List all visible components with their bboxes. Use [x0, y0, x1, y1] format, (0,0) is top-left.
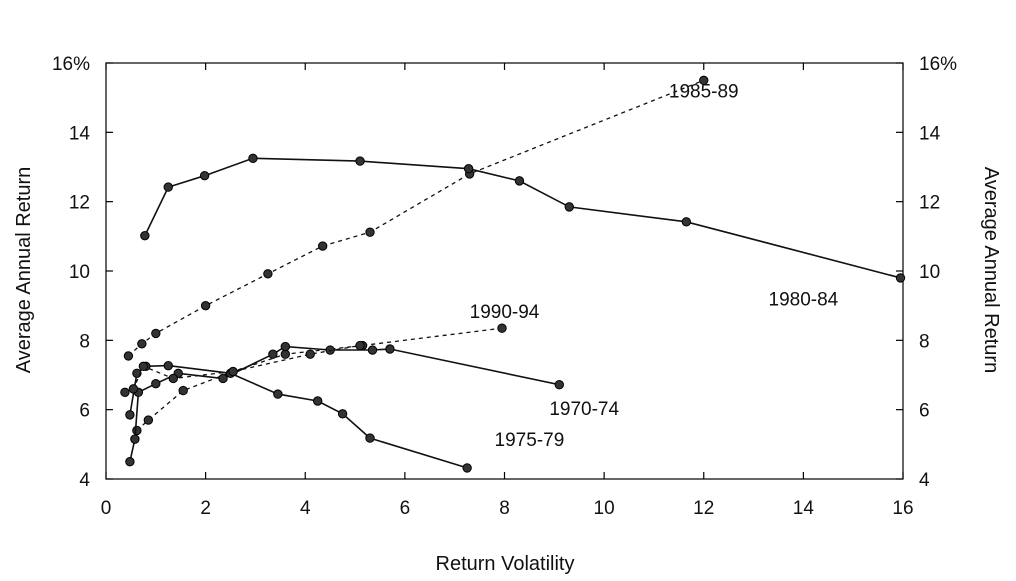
- data-point: [385, 344, 395, 354]
- data-point: [130, 434, 140, 444]
- series: [125, 341, 564, 467]
- y-tick-label-right: 4: [919, 470, 930, 491]
- data-point: [681, 217, 692, 227]
- data-point: [365, 227, 375, 237]
- data-point: [199, 170, 210, 181]
- data-point: [463, 164, 474, 174]
- x-tick-label: 12: [693, 498, 714, 519]
- axes: [105, 62, 904, 480]
- data-point: [137, 339, 147, 349]
- data-point: [132, 368, 142, 378]
- series-line: [129, 364, 468, 469]
- ticks: 0 2 4 6 8 10 12 14 16 4 4 6 6 8 8 10 10 12 12 14 14 16% 16%: [52, 54, 957, 519]
- plot-frame: [105, 62, 904, 480]
- data-point: [280, 341, 291, 352]
- data-point: [367, 345, 378, 355]
- series: [120, 340, 365, 398]
- data-point: [337, 409, 348, 419]
- y-axis-title-right: Average Annual Return: [980, 167, 1002, 373]
- data-point: [120, 387, 130, 398]
- y-tick-label-left: 16%: [52, 54, 90, 75]
- y-tick-label-right: 12: [919, 193, 940, 214]
- data-point: [699, 75, 709, 86]
- data-point: [200, 300, 211, 311]
- series: [123, 75, 709, 361]
- data-point: [462, 463, 472, 473]
- series-group: [120, 75, 906, 473]
- series-label: 1990-94: [470, 302, 540, 323]
- series-label: 1970-74: [549, 399, 619, 420]
- data-point: [895, 273, 906, 283]
- data-point: [317, 241, 328, 251]
- series-line: [144, 157, 901, 279]
- data-point: [151, 378, 161, 389]
- x-tick-label: 4: [300, 498, 311, 519]
- series-label: 1980-84: [769, 290, 839, 311]
- data-point: [125, 456, 135, 467]
- data-point: [325, 345, 335, 355]
- data-point: [163, 182, 173, 192]
- data-point: [268, 349, 278, 359]
- y-axis-title-left: Average Annual Return: [13, 167, 35, 373]
- data-point: [305, 349, 315, 359]
- y-tick-label-left: 8: [79, 331, 90, 352]
- series-label: 1985-89: [669, 82, 739, 103]
- series: [132, 323, 507, 436]
- data-point: [128, 384, 139, 394]
- data-point: [228, 366, 238, 377]
- data-point: [273, 389, 283, 399]
- data-point: [143, 415, 154, 425]
- series-labels: 1985-89 1980-84 1990-94 1970-74 1975-79: [470, 82, 839, 451]
- data-point: [355, 156, 365, 166]
- y-tick-label-right: 6: [919, 401, 930, 422]
- series: [140, 153, 906, 283]
- y-tick-label-right: 14: [919, 123, 941, 144]
- data-point: [365, 433, 375, 443]
- y-tick-label-left: 14: [69, 123, 91, 144]
- y-tick-label-left: 6: [79, 401, 90, 422]
- data-point: [138, 361, 149, 372]
- data-point: [178, 385, 188, 396]
- series-line: [136, 327, 503, 431]
- data-point: [564, 202, 574, 212]
- data-point: [123, 351, 134, 361]
- data-point: [163, 360, 173, 371]
- data-point: [497, 323, 507, 333]
- data-point: [125, 410, 135, 420]
- x-tick-label: 10: [594, 498, 615, 519]
- x-tick-label: 16: [892, 498, 913, 519]
- data-point: [168, 373, 178, 384]
- data-point: [355, 340, 365, 351]
- x-tick-label: 2: [200, 498, 211, 519]
- y-tick-label-left: 4: [79, 470, 90, 491]
- data-point: [151, 328, 161, 339]
- y-tick-label-right: 10: [919, 262, 940, 283]
- y-tick-label-left: 12: [69, 193, 90, 214]
- series-label: 1975-79: [495, 430, 565, 451]
- x-tick-label: 8: [499, 498, 510, 519]
- y-tick-label-right: 16%: [919, 54, 957, 75]
- data-point: [248, 153, 258, 164]
- data-point: [514, 176, 525, 186]
- series-line: [127, 79, 705, 357]
- x-tick-label: 14: [793, 498, 815, 519]
- data-point: [554, 380, 564, 390]
- data-point: [132, 425, 142, 436]
- data-point: [263, 269, 273, 279]
- data-point: [313, 396, 323, 406]
- data-point: [140, 230, 150, 241]
- x-axis-title: Return Volatility: [436, 553, 575, 575]
- y-tick-label-right: 8: [919, 331, 930, 352]
- data-point: [218, 373, 228, 384]
- x-tick-label: 6: [400, 498, 411, 519]
- y-tick-label-left: 10: [69, 262, 90, 283]
- x-tick-label: 0: [101, 498, 112, 519]
